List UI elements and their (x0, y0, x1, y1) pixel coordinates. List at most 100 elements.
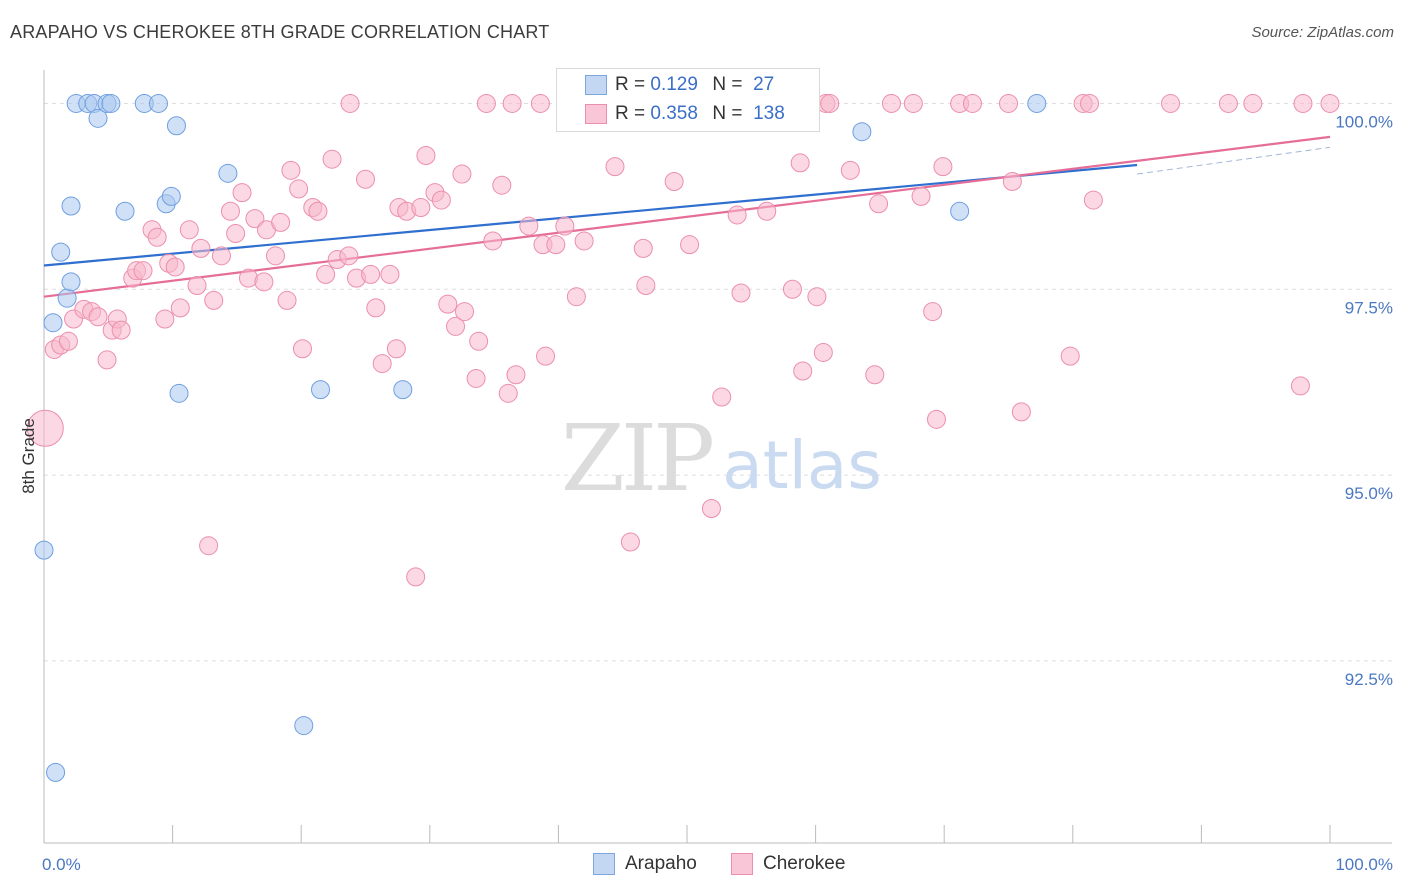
cherokee-point (926, 409, 946, 429)
cherokee-point (820, 93, 840, 113)
arapaho-point (43, 313, 63, 333)
cherokee-point (923, 302, 943, 322)
legend-n-label: N = (712, 103, 743, 124)
cherokee-point (506, 365, 526, 385)
bottom-legend-swatch-arapaho (593, 853, 615, 875)
arapaho-point (393, 380, 413, 400)
arapaho-point (51, 242, 71, 262)
tick-labels: 100.0% 97.5% 95.0% 92.5% 0.0% 100.0% (42, 112, 1393, 874)
bottom-legend-label-cherokee: Cherokee (763, 853, 846, 874)
cherokee-point (211, 246, 231, 266)
y-tick-label: 95.0% (1345, 484, 1393, 503)
cherokee-point (26, 409, 64, 447)
cherokee-point (1080, 93, 1100, 113)
cherokee-point (254, 272, 274, 292)
trend-extension-dashed (1137, 146, 1331, 175)
legend-n-value: 138 (753, 103, 785, 124)
cherokee-point (1060, 346, 1080, 366)
cherokee-point (498, 383, 518, 403)
cherokee-point (155, 309, 175, 329)
cherokee-point (712, 387, 732, 407)
cherokee-point (187, 276, 207, 296)
cherokee-point (271, 212, 291, 232)
arapaho-points (34, 93, 1047, 782)
y-tick-label: 97.5% (1345, 298, 1393, 317)
arapaho-point (169, 383, 189, 403)
cherokee-point (1290, 376, 1310, 396)
legend-n-value: 27 (753, 74, 775, 95)
y-tick-label: 92.5% (1345, 670, 1393, 689)
y-tick-label: 100.0% (1335, 112, 1393, 131)
cherokee-point (366, 298, 386, 318)
cherokee-point (476, 93, 496, 113)
arapaho-point (161, 186, 181, 206)
cherokee-point (1002, 171, 1022, 191)
arapaho-point (101, 93, 121, 113)
cherokee-trend-line (43, 135, 1331, 298)
cherokee-point (757, 201, 777, 221)
cherokee-point (1218, 93, 1238, 113)
arapaho-point (148, 93, 168, 113)
cherokee-point (566, 287, 586, 307)
arapaho-point (950, 201, 970, 221)
cherokee-point (406, 567, 426, 587)
cherokee-point (1083, 190, 1103, 210)
watermark: ZIP atlas (561, 405, 882, 512)
arapaho-point (57, 288, 77, 308)
bottom-legend-cherokee: Cherokee (731, 852, 845, 876)
cherokee-point (492, 175, 512, 195)
cherokee-point (731, 283, 751, 303)
cherokee-point (281, 160, 301, 180)
cherokee-point (620, 532, 640, 552)
cherokee-point (265, 246, 285, 266)
cherokee-point (840, 160, 860, 180)
cherokee-point (519, 216, 539, 236)
chart-title: ARAPAHO VS CHEROKEE 8TH GRADE CORRELATIO… (10, 22, 550, 42)
cherokee-point (903, 93, 923, 113)
arapaho-point (88, 108, 108, 128)
correlation-legend: R = 0.129 N = 27 R = 0.358 N = 138 (556, 68, 820, 132)
cherokee-point (308, 201, 328, 221)
arapaho-point (115, 201, 135, 221)
cherokee-point (962, 93, 982, 113)
cherokee-point (147, 227, 167, 247)
legend-n-label: N = (712, 74, 743, 95)
cherokee-point (1320, 93, 1340, 113)
x-tick-label-max: 100.0% (1335, 855, 1393, 874)
cherokee-point (232, 183, 252, 203)
cherokee-point (170, 298, 190, 318)
cherokee-point (340, 93, 360, 113)
cherokee-point (58, 331, 78, 351)
cherokee-point (933, 157, 953, 177)
axes (43, 70, 1392, 844)
cherokee-point (1161, 93, 1181, 113)
cherokee-point (502, 93, 522, 113)
cherokee-point (220, 201, 240, 221)
cherokee-point (881, 93, 901, 113)
source-label: Source: ZipAtlas.com (1251, 24, 1394, 41)
watermark-zip: ZIP (561, 405, 712, 512)
arapaho-point (294, 716, 314, 736)
cherokee-point (316, 264, 336, 284)
cherokee-point (680, 235, 700, 255)
cherokee-point (226, 224, 246, 244)
legend-r-label: R = (615, 103, 646, 124)
cherokee-point (469, 331, 489, 351)
cherokee-point (1011, 402, 1031, 422)
cherokee-point (289, 179, 309, 199)
cherokee-point (633, 238, 653, 258)
bottom-legend-swatch-cherokee (731, 853, 753, 875)
cherokee-point (245, 209, 265, 229)
bottom-legend-label-arapaho: Arapaho (625, 853, 697, 874)
x-tick-label-min: 0.0% (42, 855, 81, 874)
arapaho-point (61, 272, 81, 292)
cherokee-point (446, 316, 466, 336)
cherokee-point (204, 290, 224, 310)
cherokee-point (483, 231, 503, 251)
cherokee-point (911, 186, 931, 206)
cherokee-point (165, 257, 185, 277)
arapaho-point (46, 762, 66, 782)
cherokee-point (191, 238, 211, 258)
cherokee-point (380, 264, 400, 284)
